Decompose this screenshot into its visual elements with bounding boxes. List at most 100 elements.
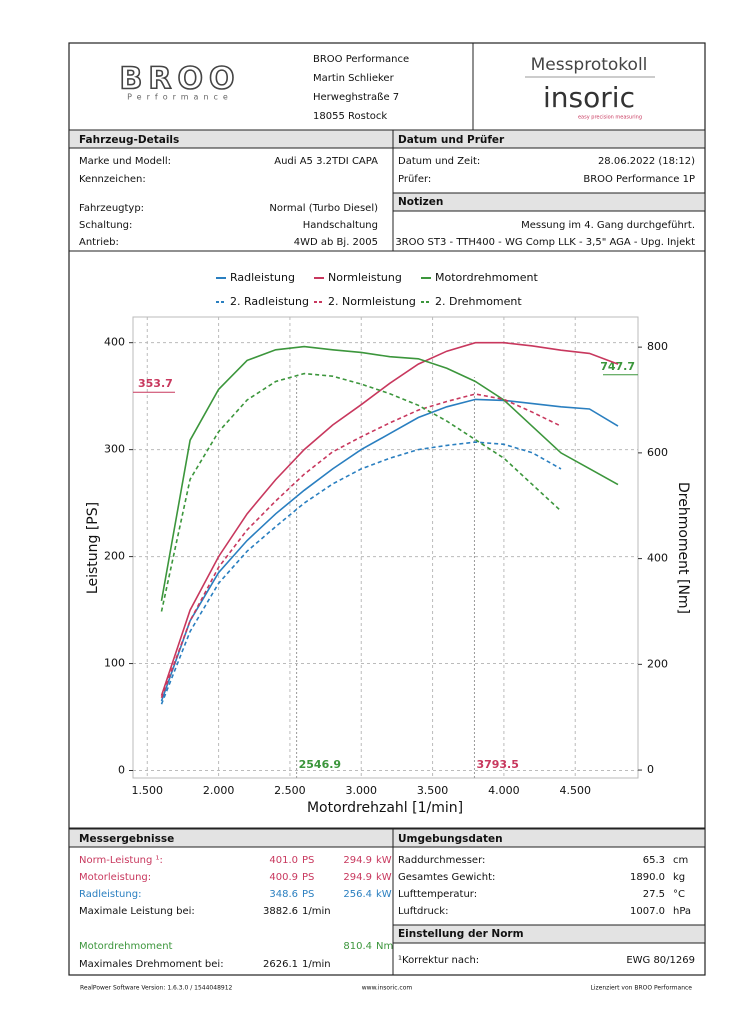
footer: www.insoric.com (362, 985, 413, 992)
series-line (160, 341, 619, 696)
label: Kennzeichen: (79, 174, 146, 185)
section-bar (392, 192, 706, 212)
series-line (160, 441, 562, 705)
label: Lufttemperatur: (398, 889, 477, 900)
value: cm (673, 855, 688, 866)
legend-label: Radleistung (230, 271, 295, 284)
value: 348.6 (269, 889, 298, 900)
label: Motorleistung: (79, 872, 151, 883)
value: hPa (673, 906, 691, 917)
value: 401.0 (269, 855, 298, 866)
label: Gesamtes Gewicht: (398, 872, 495, 883)
label: Fahrzeugtyp: (79, 203, 144, 214)
value: 28.06.2022 (18:12) (598, 156, 695, 167)
value: 1007.0 (630, 906, 665, 917)
value: 400.9 (269, 872, 298, 883)
value: kW (376, 889, 392, 900)
y-axis-label: Leistung [PS] (85, 502, 101, 594)
x-axis-label: Motordrehzahl [1/min] (307, 800, 463, 816)
y-tick-label: 100 (104, 657, 125, 670)
value: 3882.6 (263, 906, 298, 917)
x-tick-label: 1.500 (132, 784, 164, 797)
label: Raddurchmesser: (398, 855, 485, 866)
value: 65.3 (643, 855, 665, 866)
value: kg (673, 872, 685, 883)
chart: 1.500 2.000 2.500 3.000 3.500 4.000 4.500 0 100 2… (104, 271, 668, 797)
section-heading: Messergebnisse (79, 833, 174, 845)
broo-logo: BROO (120, 62, 241, 97)
label: Antrieb: (79, 237, 119, 248)
value: 256.4 (343, 889, 372, 900)
y2-tick-label: 600 (647, 446, 668, 459)
label: Norm-Leistung ¹: (79, 855, 163, 866)
value: kW (376, 855, 392, 866)
address: BROO Performance (313, 54, 409, 65)
value: 1/min (302, 959, 331, 970)
value: 810.4 (343, 941, 372, 952)
value: PS (302, 855, 314, 866)
marker-label: 747.7 (600, 360, 635, 373)
brand-sub: easy precision measuring (578, 115, 642, 121)
x-tick-label: 2.500 (274, 784, 306, 797)
value: EWG 80/1269 (626, 955, 695, 966)
y-tick-label: 200 (104, 550, 125, 563)
y2-tick-label: 800 (647, 340, 668, 353)
value: Nm (376, 941, 393, 952)
label: Schaltung: (79, 220, 132, 231)
note: 3ROO ST3 - TTH400 - WG Comp LLK - 3,5" A… (395, 237, 695, 248)
value: kW (376, 872, 392, 883)
y2-axis-label: Drehmoment [Nm] (675, 482, 691, 614)
section-heading: Notizen (398, 196, 443, 208)
marker-label: 3793.5 (476, 758, 518, 771)
footer: Lizenziert von BROO Performance (591, 985, 693, 992)
section-heading: Datum und Prüfer (398, 134, 505, 146)
address: Herweghstraße 7 (313, 92, 399, 103)
marker-label: 2546.9 (299, 758, 341, 771)
broo-logo-sub: Performance (127, 93, 233, 102)
value: 1/min (302, 906, 331, 917)
brand: insoric (543, 81, 635, 114)
y-tick-label: 0 (118, 764, 125, 777)
value: PS (302, 889, 314, 900)
section-bar (392, 924, 706, 944)
legend-label: Normleistung (328, 271, 402, 284)
value: 27.5 (643, 889, 665, 900)
series-line (160, 345, 619, 602)
label: Luftdruck: (398, 906, 448, 917)
legend-label: Motordrehmoment (435, 271, 538, 284)
footer: RealPower Software Version: 1.6.3.0 / 15… (80, 985, 233, 992)
series-line (160, 393, 562, 699)
frame (68, 42, 706, 976)
value: PS (302, 872, 314, 883)
value: Handschaltung (303, 220, 378, 231)
value: °C (673, 889, 685, 900)
legend-label: 2. Drehmoment (435, 295, 522, 308)
doc-title: Messprotokoll (531, 55, 648, 75)
value: Normal (Turbo Diesel) (269, 203, 378, 214)
series-line (160, 398, 619, 702)
marker-label: 353.7 (138, 377, 173, 390)
value: 4WD ab Bj. 2005 (294, 237, 378, 248)
label: Radleistung: (79, 889, 141, 900)
y-tick-label: 400 (104, 336, 125, 349)
value: 294.9 (343, 872, 372, 883)
value: BROO Performance 1P (583, 174, 695, 185)
note: Messung im 4. Gang durchgeführt. (521, 220, 695, 231)
label: Maximale Leistung bei: (79, 906, 195, 917)
section-heading: Fahrzeug-Details (79, 134, 179, 146)
x-tick-label: 2.000 (203, 784, 235, 797)
label: Marke und Modell: (79, 156, 171, 167)
address: 18055 Rostock (313, 111, 387, 122)
plot-area (132, 316, 639, 779)
value: 294.9 (343, 855, 372, 866)
section-heading: Einstellung der Norm (398, 928, 524, 940)
label: Datum und Zeit: (398, 156, 480, 167)
x-tick-label: 4.000 (488, 784, 520, 797)
y-tick-label: 300 (104, 443, 125, 456)
label: Prüfer: (398, 174, 431, 185)
value: Audi A5 3.2TDI CAPA (274, 156, 378, 167)
value: 2626.1 (263, 959, 298, 970)
x-tick-label: 3.500 (417, 784, 449, 797)
y2-tick-label: 200 (647, 657, 668, 670)
